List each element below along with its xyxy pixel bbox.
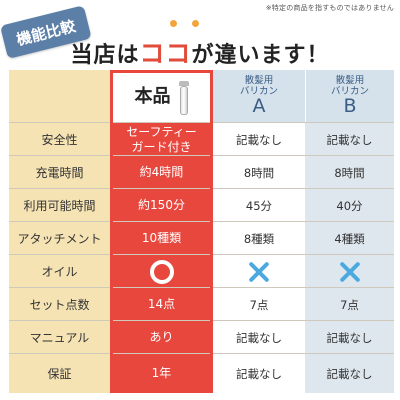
product-title: 本品 xyxy=(134,86,171,108)
competitor-a-sub2: バリカン xyxy=(239,85,278,97)
competitor-b-value: 7点 xyxy=(305,288,394,321)
table-row: オイル xyxy=(9,254,394,288)
competitor-a-value: 7点 xyxy=(213,288,305,321)
table-header-row: 本品 散髪用 バリカン A 散髪用 バリカン B xyxy=(9,70,394,122)
competitor-b-sub2: バリカン xyxy=(330,85,369,97)
disclaimer-note: ※特定の商品を指すものではありません xyxy=(265,4,394,12)
emphasis-dots xyxy=(164,20,204,28)
table-row: マニュアル あり 記載なし 記載なし xyxy=(9,320,394,354)
table-row: セット点数 14点 7点 7点 xyxy=(9,287,394,321)
competitor-a-value: 8時間 xyxy=(213,156,305,189)
table-row: 充電時間 約4時間 8時間 8時間 xyxy=(9,155,394,189)
competitor-b-sub1: 散髪用 xyxy=(335,74,365,86)
competitor-b-value: 40分 xyxy=(305,189,394,222)
competitor-a-value: 記載なし xyxy=(213,321,305,354)
headline-before: 当店は xyxy=(70,43,140,68)
header-label-cell xyxy=(9,70,110,122)
competitor-b-value: 記載なし xyxy=(305,354,394,393)
header-product-cell: 本品 xyxy=(110,70,213,122)
header-competitor-b: 散髪用 バリカン B xyxy=(305,70,394,122)
cross-mark-icon xyxy=(248,261,270,283)
row-label: オイル xyxy=(9,255,110,288)
competitor-b-letter: B xyxy=(343,95,357,118)
hair-clipper-icon xyxy=(178,80,189,115)
comparison-table: 本品 散髪用 バリカン A 散髪用 バリカン B 安全性 セーフティー ガード付… xyxy=(9,70,394,393)
product-value: 約4時間 xyxy=(110,156,213,189)
table-row: 安全性 セーフティー ガード付き 記載なし 記載なし xyxy=(9,122,394,156)
table-row: 保証 1年 記載なし 記載なし xyxy=(9,353,394,393)
competitor-a-value xyxy=(213,255,305,288)
competitor-a-value: 記載なし xyxy=(213,354,305,393)
cross-mark-icon xyxy=(339,261,361,283)
row-label: セット点数 xyxy=(9,288,110,321)
row-label: アタッチメント xyxy=(9,222,110,255)
product-value: 1年 xyxy=(110,354,213,393)
headline-after: が違います！ xyxy=(191,43,330,68)
row-label: 充電時間 xyxy=(9,156,110,189)
competitor-b-value: 記載なし xyxy=(305,321,394,354)
product-value: 10種類 xyxy=(110,222,213,255)
product-value: 14点 xyxy=(110,288,213,321)
competitor-a-value: 45分 xyxy=(213,189,305,222)
row-label: 安全性 xyxy=(9,123,110,156)
table-row: アタッチメント 10種類 8種類 4種類 xyxy=(9,221,394,255)
table-row: 利用可能時間 約150分 45分 40分 xyxy=(9,188,394,222)
row-label: 利用可能時間 xyxy=(9,189,110,222)
product-value: 約150分 xyxy=(110,189,213,222)
row-label: 保証 xyxy=(9,354,110,393)
headline: 当店はココが違います！ xyxy=(0,34,400,70)
product-value: あり xyxy=(110,321,213,354)
emphasis-dot xyxy=(170,20,177,27)
competitor-a-value: 記載なし xyxy=(213,123,305,156)
product-value xyxy=(110,255,213,288)
competitor-b-value xyxy=(305,255,394,288)
product-value: セーフティー ガード付き xyxy=(110,123,213,156)
competitor-a-letter: A xyxy=(252,95,266,118)
header-competitor-a: 散髪用 バリカン A xyxy=(213,70,305,122)
circle-mark-icon xyxy=(149,259,174,284)
competitor-b-value: 記載なし xyxy=(305,123,394,156)
competitor-a-sub1: 散髪用 xyxy=(244,74,274,86)
competitor-b-value: 8時間 xyxy=(305,156,394,189)
row-label: マニュアル xyxy=(9,321,110,354)
emphasis-dot xyxy=(192,20,199,27)
competitor-b-value: 4種類 xyxy=(305,222,394,255)
headline-emphasis: ココ xyxy=(139,39,192,68)
competitor-a-value: 8種類 xyxy=(213,222,305,255)
